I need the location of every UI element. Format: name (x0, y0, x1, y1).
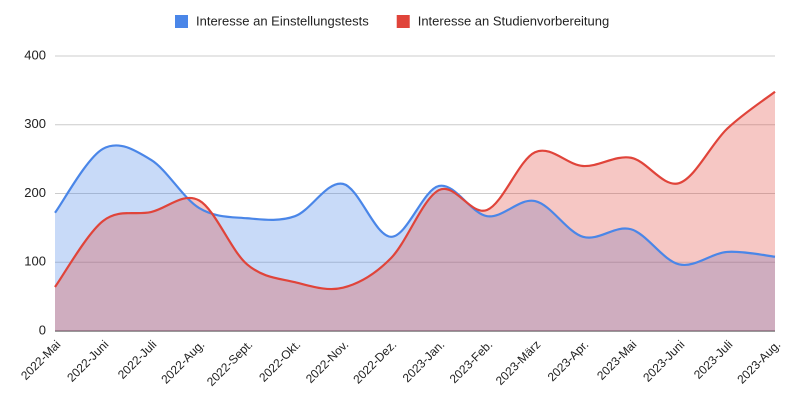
x-tick-label: 2023-Aug. (734, 337, 783, 386)
x-tick-label: 2022-Juni (64, 337, 111, 384)
legend-swatch (396, 15, 410, 28)
y-tick-label: 300 (24, 116, 46, 131)
x-tick-label: 2022-Dez. (350, 337, 399, 386)
x-tick-label: 2023-Mai (594, 337, 639, 382)
x-tick-label: 2022-Nov. (303, 337, 351, 385)
x-tick-label: 2023-Juli (691, 337, 735, 381)
line (54, 90, 776, 291)
line (54, 144, 776, 267)
x-tick-label: 2023-März (493, 337, 543, 387)
x-tick-label: 2022-Aug. (158, 337, 207, 386)
y-tick-label: 0 (39, 322, 46, 337)
x-tick-label: 2022-Mai (18, 337, 63, 382)
legend-label: Interesse an Einstellungstests (196, 13, 369, 28)
x-tick-label: 2023-Jan. (400, 337, 448, 385)
area (55, 145, 775, 331)
x-tick-label: 2022-Okt. (256, 337, 303, 384)
x-tick-label: 2022-Sept. (204, 337, 255, 388)
x-tick-label: 2023-Apr. (545, 337, 592, 384)
legend-swatch (175, 15, 188, 28)
y-tick-label: 200 (24, 185, 46, 200)
x-tick-label: 2023-Feb. (447, 337, 496, 386)
y-tick-label: 400 (24, 47, 46, 62)
legend-label: Interesse an Studienvorbereitung (418, 13, 610, 28)
x-tick-label: 2023-Juni (640, 337, 687, 384)
area (55, 91, 775, 331)
y-tick-label: 100 (24, 254, 46, 269)
x-tick-label: 2022-Juli (115, 337, 159, 381)
